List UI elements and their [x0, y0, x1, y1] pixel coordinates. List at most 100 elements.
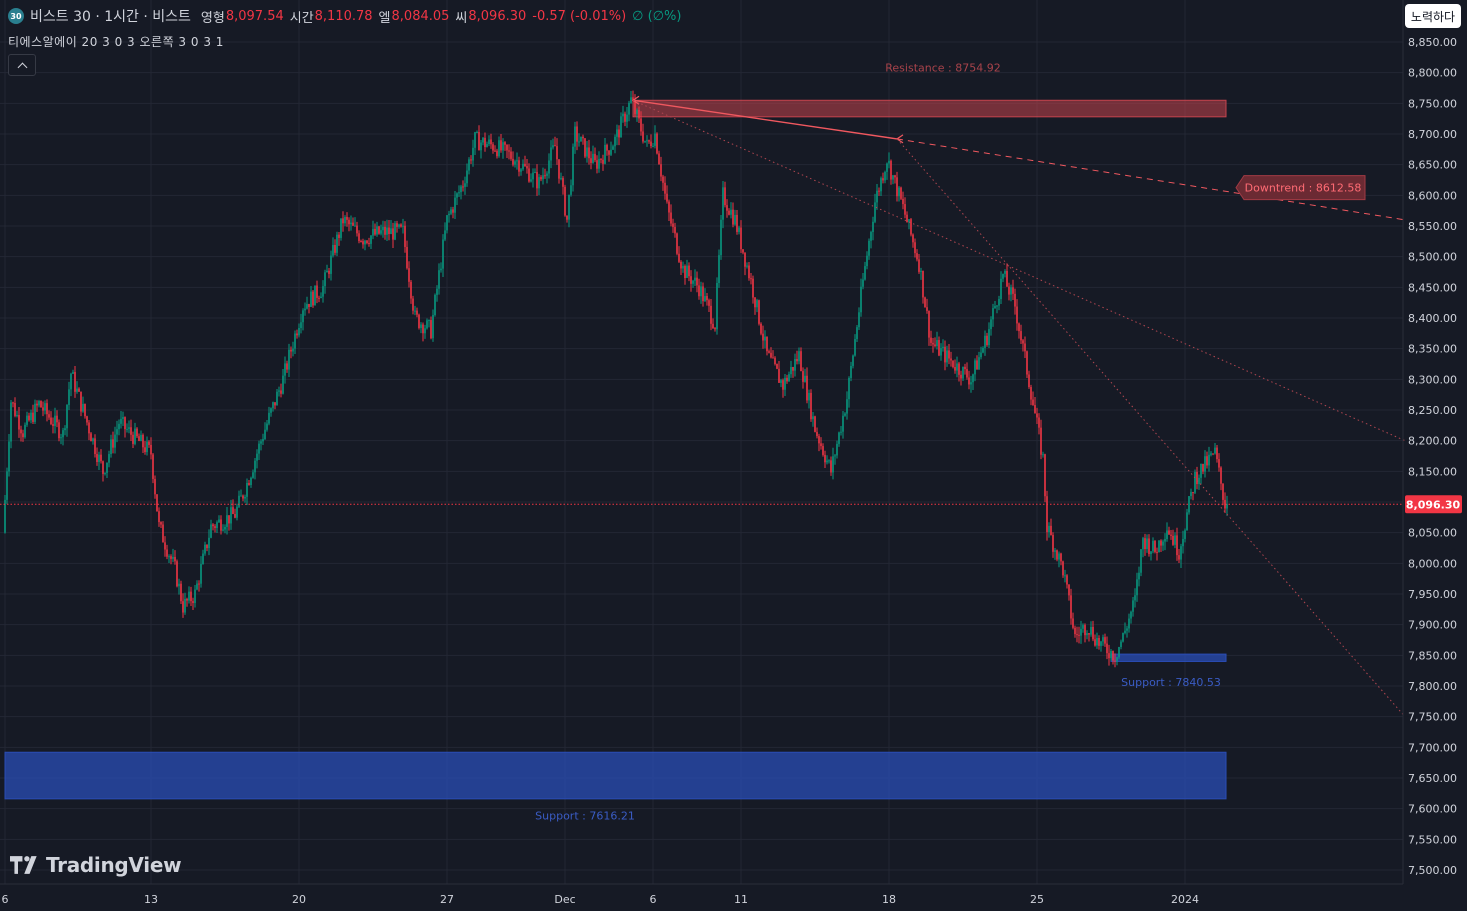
candle-body: [490, 139, 492, 145]
candle-body: [1106, 643, 1108, 654]
login-button[interactable]: 노력하다: [1405, 4, 1461, 28]
candle-body: [738, 227, 740, 232]
candle-body: [406, 246, 408, 269]
candle-body: [1138, 572, 1140, 580]
candle-body: [78, 388, 80, 392]
candle-body: [1020, 331, 1022, 341]
candle-body: [752, 278, 754, 298]
candle-body: [440, 268, 442, 271]
trendlines: [631, 95, 1406, 717]
candle-body: [846, 399, 848, 414]
candle-body: [248, 483, 250, 486]
candle-body: [446, 215, 448, 231]
tradingview-logo-icon: [10, 856, 37, 874]
candle-body: [452, 209, 454, 213]
candle-body: [346, 216, 348, 220]
candle-body: [970, 382, 972, 385]
candle-body: [588, 147, 590, 159]
candle-body: [184, 598, 186, 613]
candle-body: [206, 544, 208, 549]
candle-body: [920, 270, 922, 272]
candle-body: [1194, 471, 1196, 493]
candle-body: [166, 549, 168, 557]
candle-body: [1040, 427, 1042, 455]
candle-body: [122, 417, 124, 419]
candle-body: [332, 244, 334, 256]
candle-body: [276, 391, 278, 406]
candle-body: [1164, 539, 1166, 542]
candle-body: [888, 160, 890, 164]
candle-body: [66, 404, 68, 429]
candle-body: [502, 142, 504, 151]
candle-body: [336, 234, 338, 253]
candle-body: [498, 140, 500, 157]
candle-body: [174, 556, 176, 562]
candle-body: [492, 144, 494, 151]
candle-body: [262, 439, 264, 442]
tradingview-logo[interactable]: TradingView: [10, 853, 182, 877]
symbol-badge-icon[interactable]: 30: [8, 8, 24, 24]
candle-body: [578, 141, 580, 143]
candle-body: [416, 310, 418, 315]
candle-body: [518, 160, 520, 172]
candle-body: [178, 583, 180, 587]
candle-body: [68, 389, 70, 405]
candle-body: [472, 147, 474, 161]
candle-body: [1196, 471, 1198, 485]
candle-body: [1072, 618, 1074, 628]
candle-body: [158, 511, 160, 523]
candle-body: [164, 542, 166, 550]
candle-body: [1032, 399, 1034, 405]
candle-body: [624, 113, 626, 122]
candle-body: [768, 351, 770, 353]
candle-body: [84, 403, 86, 417]
candle-body: [772, 357, 774, 359]
candle-body: [1044, 454, 1046, 497]
price-tick-label: 8,450.00: [1408, 281, 1457, 294]
candle-body: [804, 375, 806, 382]
candle-body: [1108, 653, 1110, 659]
candle-body: [404, 225, 406, 247]
candle-body: [626, 114, 628, 122]
candle-body: [734, 214, 736, 225]
candle-body: [938, 340, 940, 356]
indicator-label[interactable]: 티에스알에이 20 3 0 3 오른쪽 3 0 3 1: [8, 35, 224, 49]
candle-body: [992, 308, 994, 320]
candle-body: [22, 433, 24, 438]
candle-body: [204, 544, 206, 554]
candle-body: [678, 253, 680, 262]
candle-body: [818, 436, 820, 444]
candle-body: [1114, 660, 1116, 662]
candle-body: [878, 190, 880, 192]
candle-body: [396, 223, 398, 227]
candle-body: [420, 324, 422, 328]
candle-body: [858, 312, 860, 328]
symbol-title[interactable]: 비스트 30 · 1시간 · 비스트: [30, 9, 191, 25]
chevron-up-icon: [17, 62, 27, 72]
candle-body: [634, 100, 636, 114]
collapse-legend-button[interactable]: [8, 54, 36, 76]
candle-body: [1148, 538, 1150, 555]
candle-body: [36, 403, 38, 406]
candle-body: [1150, 551, 1152, 555]
candle-body: [684, 265, 686, 279]
candle-body: [342, 218, 344, 224]
candle-body: [56, 415, 58, 423]
support-label: Support : 7840.53: [1121, 676, 1221, 689]
candle-body: [44, 403, 46, 411]
candle-body: [494, 150, 496, 152]
candle-body: [1188, 496, 1190, 513]
candle-body: [128, 427, 130, 429]
candle-body: [16, 415, 18, 417]
candle-body: [1016, 306, 1018, 324]
candle-body: [852, 355, 854, 366]
candlestick-series: [4, 90, 1228, 668]
candle-body: [1198, 477, 1200, 485]
price-tick-label: 8,300.00: [1408, 373, 1457, 386]
candle-body: [1118, 647, 1120, 658]
candle-body: [130, 427, 132, 435]
time-tick-label: Dec: [554, 893, 575, 906]
candle-body: [604, 144, 606, 164]
candle-body: [1226, 504, 1228, 509]
